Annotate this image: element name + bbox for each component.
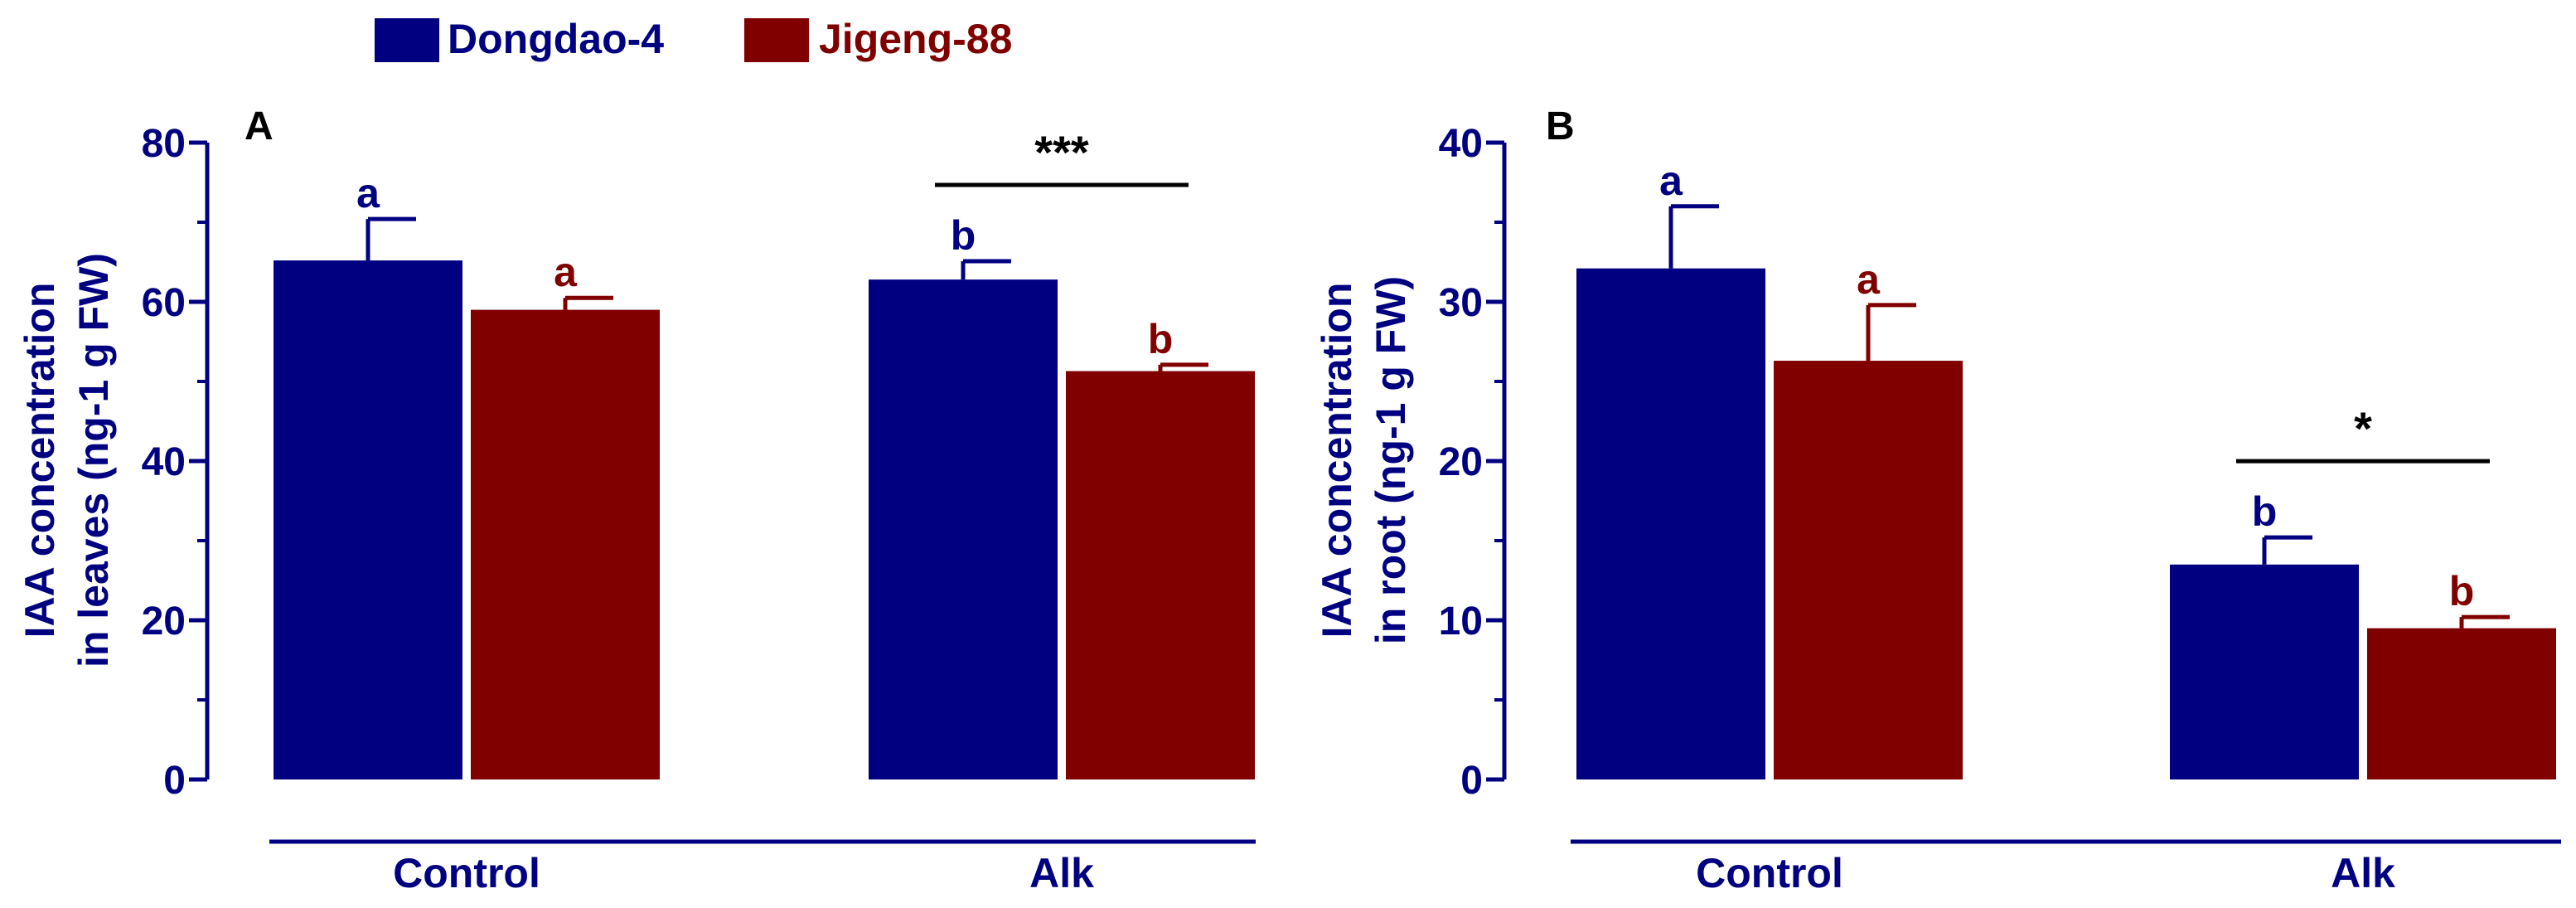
panel-label: B	[1546, 104, 1575, 148]
legend-swatch-jigeng	[744, 18, 809, 62]
panel-a: A IAA concentration in leaves (ng-1 g FW) 0…	[17, 104, 1256, 896]
y-tick-label: 10	[1439, 600, 1483, 643]
category-label: Control	[393, 850, 540, 896]
significance-letter: b	[2449, 568, 2475, 614]
bar	[2170, 564, 2359, 779]
significance-letter: b	[951, 212, 976, 259]
y-tick-label: 60	[142, 281, 186, 325]
significance-letter: a	[554, 249, 578, 295]
significance-letter: a	[1659, 158, 1683, 204]
category-label: Control	[1696, 850, 1843, 896]
bar	[1774, 361, 1963, 779]
panel-b: B IAA concentration in root (ng-1 g FW) 0 10…	[1314, 104, 2561, 896]
legend: Dongdao-4 Jigeng-88	[375, 16, 1012, 62]
y-axis-label-line1: IAA concentration	[1314, 283, 1360, 639]
y-tick-label: 40	[142, 440, 186, 484]
significance-letter: b	[1148, 316, 1174, 362]
y-tick-label: 0	[1460, 759, 1483, 803]
significance-letter: b	[2252, 488, 2278, 535]
bar	[274, 260, 462, 780]
category-label: Alk	[2331, 850, 2395, 896]
bar	[471, 309, 660, 780]
panel-label: A	[245, 104, 274, 148]
y-tick-label: 80	[142, 122, 186, 166]
significance-stars: ***	[1034, 126, 1089, 178]
y-tick-label: 20	[142, 600, 186, 643]
bar	[1576, 268, 1765, 779]
legend-swatch-dongdao	[375, 18, 439, 62]
y-tick-label: 0	[163, 759, 186, 803]
legend-label-dongdao: Dongdao-4	[448, 16, 664, 62]
y-axis-label-line2: in root (ng-1 g FW)	[1368, 276, 1414, 644]
category-label: Alk	[1029, 850, 1094, 896]
significance-letter: a	[356, 170, 380, 216]
bar	[1066, 371, 1255, 779]
y-axis-label-line2: in leaves (ng-1 g FW)	[70, 253, 117, 668]
y-axis-label-line1: IAA concentration	[17, 283, 63, 639]
bar	[869, 279, 1058, 779]
significance-stars: *	[2354, 402, 2372, 454]
y-tick-label: 40	[1439, 122, 1483, 166]
legend-label-jigeng: Jigeng-88	[819, 16, 1012, 62]
y-tick-label: 20	[1439, 440, 1483, 484]
y-tick-label: 30	[1439, 281, 1483, 325]
significance-letter: a	[1857, 256, 1881, 303]
bar	[2367, 628, 2556, 779]
